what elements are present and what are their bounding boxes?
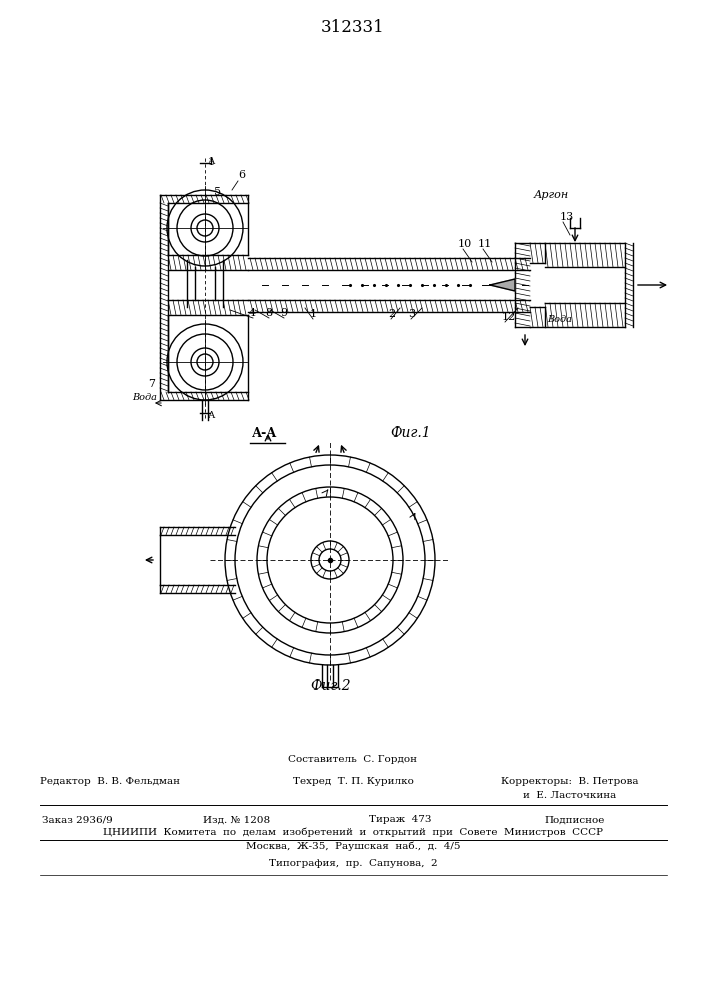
Polygon shape bbox=[490, 279, 515, 291]
Text: 12: 12 bbox=[502, 312, 516, 322]
Text: А: А bbox=[208, 157, 216, 166]
Text: Техред  Т. П. Курилко: Техред Т. П. Курилко bbox=[293, 778, 414, 786]
Text: 8: 8 bbox=[265, 308, 272, 318]
Text: Типография,  пр.  Сапунова,  2: Типография, пр. Сапунова, 2 bbox=[269, 858, 438, 867]
Text: Подписное: Подписное bbox=[545, 816, 605, 824]
Text: Заказ 2936/9: Заказ 2936/9 bbox=[42, 816, 112, 824]
Text: ЦНИИПИ  Комитета  по  делам  изобретений  и  открытий  при  Совете  Министров  С: ЦНИИПИ Комитета по делам изобретений и о… bbox=[103, 827, 603, 837]
Text: Вода: Вода bbox=[547, 315, 572, 324]
Text: 5: 5 bbox=[214, 187, 221, 197]
Text: Фиг.2: Фиг.2 bbox=[310, 679, 351, 693]
Text: Составитель  С. Гордон: Составитель С. Гордон bbox=[288, 756, 418, 764]
Text: Изд. № 1208: Изд. № 1208 bbox=[204, 816, 271, 824]
Text: А-А: А-А bbox=[252, 427, 277, 440]
Text: 1: 1 bbox=[310, 309, 317, 319]
Text: Москва,  Ж-35,  Раушская  наб.,  д.  4/5: Москва, Ж-35, Раушская наб., д. 4/5 bbox=[246, 841, 460, 851]
Text: 312331: 312331 bbox=[321, 19, 385, 36]
Text: 9: 9 bbox=[280, 308, 287, 318]
Text: Редактор  В. В. Фельдман: Редактор В. В. Фельдман bbox=[40, 778, 180, 786]
Text: 2: 2 bbox=[388, 309, 395, 319]
Text: 6: 6 bbox=[238, 170, 245, 180]
Text: 3: 3 bbox=[408, 309, 415, 319]
Text: 1: 1 bbox=[208, 157, 215, 167]
Text: Корректоры:  В. Петрова: Корректоры: В. Петрова bbox=[501, 778, 638, 786]
Text: А: А bbox=[208, 410, 216, 420]
Text: 4: 4 bbox=[249, 308, 256, 318]
Text: Фиг.1: Фиг.1 bbox=[390, 426, 431, 440]
Text: 10: 10 bbox=[458, 239, 472, 249]
Text: Вода: Вода bbox=[132, 393, 157, 402]
Text: Тираж  473: Тираж 473 bbox=[369, 816, 431, 824]
Text: Аргон: Аргон bbox=[534, 190, 569, 200]
Text: 13: 13 bbox=[560, 212, 574, 222]
Text: 7: 7 bbox=[148, 379, 155, 389]
Text: и  Е. Ласточкина: и Е. Ласточкина bbox=[523, 790, 617, 800]
Text: 11: 11 bbox=[478, 239, 492, 249]
